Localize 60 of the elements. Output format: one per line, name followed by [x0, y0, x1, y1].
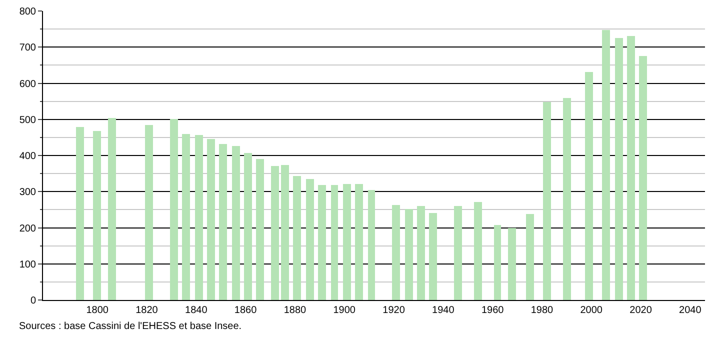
- y-tick-label: 200: [19, 223, 36, 234]
- y-tick-label: 800: [19, 6, 36, 18]
- bar: [145, 125, 153, 300]
- x-tick-label: 1840: [185, 305, 208, 316]
- bar: [232, 146, 240, 300]
- bar: [244, 153, 252, 300]
- bar: [207, 139, 215, 300]
- x-tick-label: 1960: [481, 305, 504, 316]
- bar: [417, 206, 425, 300]
- bar: [368, 190, 375, 300]
- bar: [293, 176, 301, 300]
- bar: [494, 225, 501, 300]
- bar: [615, 38, 623, 300]
- y-tick-label: 500: [19, 114, 36, 126]
- x-tick-label: 2000: [580, 305, 603, 316]
- y-tick-label: 400: [19, 151, 36, 162]
- bar: [182, 134, 190, 300]
- x-tick-label: 2020: [630, 305, 652, 316]
- bar: [405, 209, 413, 300]
- x-tick-label: 1980: [530, 305, 554, 316]
- bar: [508, 228, 516, 300]
- bar: [474, 202, 482, 300]
- bar: [108, 118, 116, 300]
- bar: [355, 184, 363, 300]
- bar: [76, 127, 84, 300]
- x-tick-label: 1940: [432, 305, 455, 316]
- x-tick-label: 1880: [284, 305, 307, 316]
- bar: [563, 98, 571, 300]
- bar: [429, 213, 437, 300]
- bar: [392, 205, 400, 300]
- y-tick-label: 300: [19, 187, 36, 198]
- bar: [318, 185, 326, 300]
- bar: [93, 131, 101, 300]
- bar: [271, 166, 279, 300]
- bar: [526, 214, 534, 300]
- x-tick-label: 1920: [382, 305, 406, 316]
- x-tick-label: 1860: [234, 305, 258, 316]
- bar: [343, 184, 351, 300]
- bar: [602, 30, 610, 300]
- x-tick-label: 2040: [679, 305, 702, 316]
- bar: [281, 165, 289, 300]
- bar: [639, 56, 647, 300]
- bar: [195, 135, 203, 300]
- bar: [627, 36, 635, 300]
- bar: [170, 119, 178, 300]
- y-tick-label: 100: [19, 259, 36, 270]
- x-tick-label: 1900: [333, 305, 356, 316]
- bar: [256, 159, 264, 300]
- y-tick-label: 700: [19, 42, 36, 54]
- bar: [306, 179, 314, 300]
- x-tick-label: 1820: [136, 305, 158, 316]
- bar: [454, 206, 462, 300]
- source-note: Sources : base Cassini de l'EHESS et base Insee.: [19, 321, 242, 332]
- bar: [331, 185, 338, 300]
- bar: [219, 144, 227, 300]
- bar: [585, 72, 593, 300]
- x-tick-label: 1800: [86, 305, 109, 316]
- bar: [543, 102, 551, 300]
- y-tick-label: 600: [19, 78, 36, 90]
- y-tick-label: 0: [30, 296, 36, 306]
